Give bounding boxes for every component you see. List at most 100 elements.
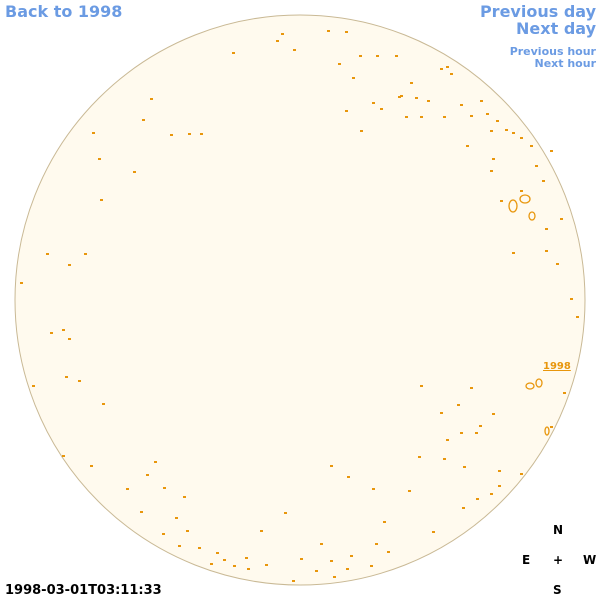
speck xyxy=(443,116,446,118)
speck xyxy=(178,545,181,547)
speck xyxy=(408,490,411,492)
speck xyxy=(333,576,336,578)
speck xyxy=(556,263,559,265)
speck xyxy=(232,52,235,54)
speck xyxy=(463,466,466,468)
speck xyxy=(216,552,219,554)
speck xyxy=(530,145,533,147)
speck xyxy=(163,487,166,489)
speck xyxy=(498,485,501,487)
speck xyxy=(359,55,362,57)
previous-day-link[interactable]: Previous day xyxy=(479,2,596,21)
speck xyxy=(505,129,508,131)
speck xyxy=(146,474,149,476)
speck xyxy=(375,543,378,545)
speck xyxy=(400,95,403,97)
speck xyxy=(170,134,173,136)
region-link[interactable]: 1998 xyxy=(543,361,571,372)
timestamp: 1998-03-01T03:11:33 xyxy=(5,583,162,598)
contour xyxy=(508,199,518,213)
speck xyxy=(486,113,489,115)
speck xyxy=(330,560,333,562)
speck xyxy=(370,565,373,567)
speck xyxy=(466,145,469,147)
speck xyxy=(154,461,157,463)
speck xyxy=(405,116,408,118)
speck xyxy=(140,511,143,513)
speck xyxy=(281,33,284,35)
speck xyxy=(376,55,379,57)
speck xyxy=(92,132,95,134)
speck xyxy=(475,432,478,434)
speck xyxy=(200,133,203,135)
speck xyxy=(520,190,523,192)
speck xyxy=(446,439,449,441)
speck xyxy=(420,116,423,118)
speck xyxy=(210,563,213,565)
speck xyxy=(372,488,375,490)
contour xyxy=(544,426,550,436)
speck xyxy=(498,470,501,472)
speck xyxy=(68,264,71,266)
speck xyxy=(440,68,443,70)
speck xyxy=(102,403,105,405)
next-hour-link[interactable]: Next hour xyxy=(534,57,597,70)
speck xyxy=(490,170,493,172)
speck xyxy=(338,63,341,65)
speck xyxy=(175,517,178,519)
speck xyxy=(570,298,573,300)
speck xyxy=(512,252,515,254)
contour xyxy=(535,378,543,388)
speck xyxy=(300,558,303,560)
speck xyxy=(292,580,295,582)
speck xyxy=(62,455,65,457)
compass-north: N xyxy=(553,523,564,537)
speck xyxy=(276,40,279,42)
speck xyxy=(50,332,53,334)
speck xyxy=(418,456,421,458)
contour xyxy=(525,382,535,390)
speck xyxy=(542,180,545,182)
speck xyxy=(320,543,323,545)
speck xyxy=(496,120,499,122)
next-day-link[interactable]: Next day xyxy=(516,19,596,38)
speck xyxy=(198,547,201,549)
speck xyxy=(90,465,93,467)
speck xyxy=(492,158,495,160)
speck xyxy=(460,104,463,106)
speck xyxy=(520,473,523,475)
speck xyxy=(383,521,386,523)
back-link[interactable]: Back to 1998 xyxy=(5,2,123,21)
speck xyxy=(476,498,479,500)
speck xyxy=(347,476,350,478)
speck xyxy=(345,110,348,112)
speck xyxy=(545,228,548,230)
speck xyxy=(432,531,435,533)
speck xyxy=(352,77,355,79)
speck xyxy=(360,130,363,132)
speck xyxy=(440,412,443,414)
speck xyxy=(500,200,503,202)
speck xyxy=(545,250,548,252)
speck xyxy=(150,98,153,100)
speck xyxy=(550,150,553,152)
speck xyxy=(470,115,473,117)
speck xyxy=(188,133,191,135)
solar-disk xyxy=(14,14,586,586)
speck xyxy=(133,171,136,173)
compass-west: W xyxy=(583,553,597,567)
speck xyxy=(32,385,35,387)
speck xyxy=(46,253,49,255)
speck xyxy=(350,555,353,557)
speck xyxy=(446,66,449,68)
speck xyxy=(142,119,145,121)
speck xyxy=(427,100,430,102)
previous-hour-link[interactable]: Previous hour xyxy=(509,45,596,58)
speck xyxy=(315,570,318,572)
speck xyxy=(284,512,287,514)
speck xyxy=(62,329,65,331)
speck xyxy=(126,488,129,490)
speck xyxy=(576,316,579,318)
speck xyxy=(183,496,186,498)
